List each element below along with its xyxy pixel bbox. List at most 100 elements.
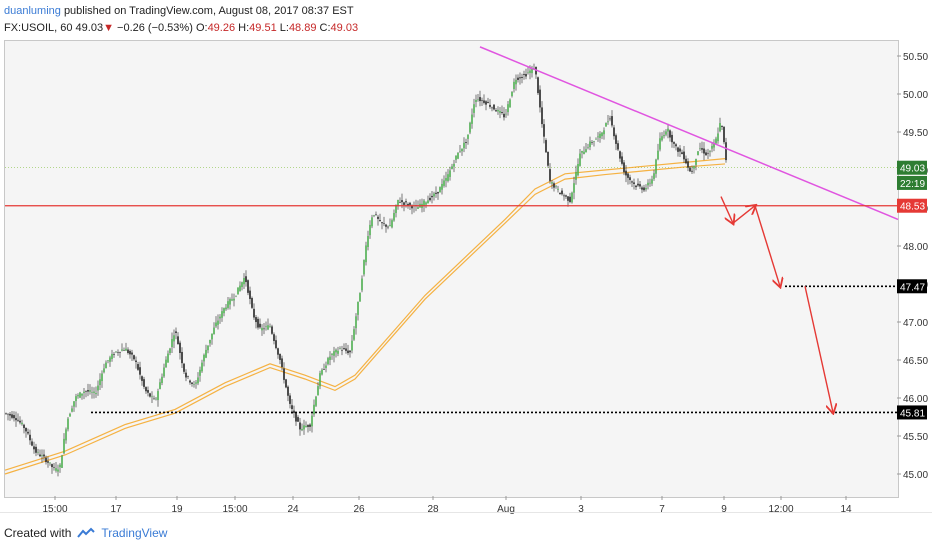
price-badge (897, 279, 927, 294)
candle-body (321, 369, 323, 375)
candle-body (349, 350, 351, 353)
candle-body (203, 354, 205, 362)
candle-body (119, 352, 121, 353)
candle-body (643, 187, 645, 191)
chart-area[interactable] (4, 40, 899, 498)
candle-body (213, 327, 215, 335)
candle-body (83, 391, 85, 393)
candle-body (77, 395, 79, 397)
candle-body (361, 278, 363, 291)
candle-body (125, 348, 127, 351)
candle-body (255, 317, 257, 323)
candle-body (565, 195, 567, 197)
price-badge-label: 45.81 (900, 408, 925, 419)
candle-body (101, 373, 103, 382)
candle-body (561, 190, 563, 195)
candle-body (45, 457, 47, 463)
candle-body (437, 191, 439, 194)
y-tick-label: 46.00 (903, 394, 928, 405)
descending-trendline[interactable] (479, 46, 899, 221)
candle-body (133, 355, 135, 360)
price-chart[interactable]: 50.5050.0049.5049.0048.5048.0047.5047.00… (0, 0, 932, 520)
candle-body (55, 468, 57, 471)
candle-body (707, 152, 709, 154)
candle-body (163, 367, 165, 377)
candle-body (585, 149, 587, 153)
y-tick-label: 48.00 (903, 242, 928, 253)
candle-body (297, 417, 299, 422)
candle-body (337, 350, 339, 354)
candle-body (71, 408, 73, 412)
candle-body (275, 340, 277, 349)
candle-body (225, 307, 227, 310)
candle-body (627, 173, 629, 178)
candle-body (359, 293, 361, 302)
x-tick-label: 19 (171, 504, 183, 515)
candle-body (137, 364, 139, 370)
candle-body (649, 182, 651, 184)
candle-body (537, 77, 539, 94)
projection-arrow (720, 196, 733, 224)
candle-body (617, 143, 619, 150)
candle-body (219, 316, 221, 319)
candle-body (113, 354, 115, 356)
candle-body (605, 123, 607, 127)
x-tick-label: 9 (721, 504, 727, 515)
candle-body (581, 150, 583, 153)
candle-body (705, 152, 707, 156)
candle-body (567, 196, 569, 201)
candle-body (29, 434, 31, 441)
candle-body (139, 367, 141, 375)
candle-body (429, 197, 431, 201)
author-link[interactable]: duanluming (4, 5, 61, 17)
candle-body (91, 392, 93, 393)
candle-body (9, 413, 11, 416)
candle-body (97, 385, 99, 391)
candle-body (381, 222, 383, 224)
candle-body (127, 349, 129, 354)
candle-body (451, 166, 453, 169)
candle-body (665, 131, 667, 135)
candle-body (373, 215, 375, 216)
candle-body (347, 350, 349, 354)
candle-body (299, 422, 301, 430)
candle-body (515, 79, 517, 85)
candle-body (571, 192, 573, 203)
candle-body (613, 127, 615, 137)
candle-body (37, 451, 39, 453)
down-arrow-icon: ▼ (103, 22, 114, 34)
candle-body (601, 132, 603, 137)
price-badge (897, 160, 927, 175)
candle-body (351, 340, 353, 351)
candle-body (473, 104, 475, 113)
candle-body (355, 316, 357, 329)
candle-body (387, 226, 389, 228)
tradingview-logo-icon (77, 527, 96, 538)
candle-body (709, 150, 711, 152)
y-tick-label: 45.00 (903, 470, 928, 481)
open-value: 49.26 (207, 22, 236, 34)
tradingview-brand-link[interactable]: TradingView (101, 526, 168, 540)
candle-body (685, 158, 687, 164)
candle-body (399, 202, 401, 203)
candle-body (237, 287, 239, 295)
candle-body (377, 216, 379, 219)
candle-body (595, 139, 597, 140)
candle-body (563, 195, 565, 197)
candle-body (657, 150, 659, 160)
candle-body (673, 142, 675, 144)
quote-bar: FX:USOIL, 60 49.03▼ −0.26 (−0.53%) O:49.… (4, 20, 358, 36)
candle-body (393, 212, 395, 221)
candle-body (619, 151, 621, 159)
candle-body (577, 164, 579, 176)
candle-body (267, 325, 269, 330)
candle-body (131, 352, 133, 355)
candle-body (531, 68, 533, 74)
low-value: 48.89 (288, 22, 317, 34)
candle-body (411, 206, 413, 209)
candle-body (477, 99, 479, 101)
candle-body (403, 202, 405, 205)
candle-body (663, 134, 665, 137)
candle-body (653, 173, 655, 179)
candle-body (135, 360, 137, 363)
